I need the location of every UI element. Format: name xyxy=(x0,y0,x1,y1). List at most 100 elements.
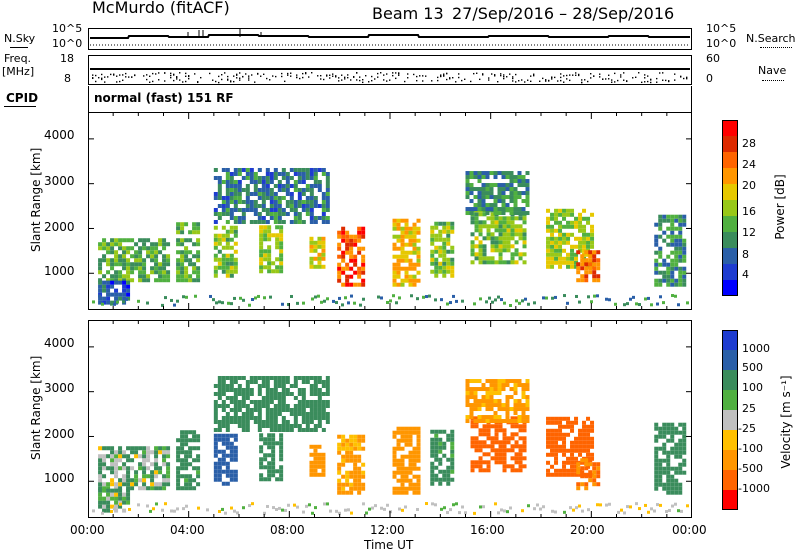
data-cell xyxy=(313,167,318,172)
data-cell xyxy=(122,454,127,459)
nave-dot xyxy=(119,74,121,76)
data-cell xyxy=(229,215,234,220)
data-cell xyxy=(446,241,451,246)
data-cell xyxy=(546,248,551,253)
data-cell xyxy=(416,482,421,487)
data-cell xyxy=(493,391,498,396)
data-cell xyxy=(279,237,284,242)
data-cell xyxy=(446,265,451,270)
data-cell xyxy=(485,203,490,208)
power-cbar-tick-20: 20 xyxy=(742,179,756,192)
data-cell xyxy=(521,175,526,180)
data-cell xyxy=(150,470,155,475)
data-cell xyxy=(582,424,587,429)
data-cell xyxy=(176,454,181,459)
data-cell xyxy=(578,440,583,445)
data-cell xyxy=(225,187,230,192)
data-cell xyxy=(279,473,284,478)
data-cell xyxy=(106,508,111,513)
nave-dot xyxy=(260,75,262,77)
data-cell xyxy=(497,419,502,424)
nave-dot xyxy=(446,72,448,75)
nave-dot xyxy=(284,80,286,83)
data-cell xyxy=(494,502,497,506)
data-cell xyxy=(497,295,500,299)
data-cell xyxy=(213,191,218,196)
data-cell xyxy=(550,464,555,469)
data-cell xyxy=(502,260,507,265)
data-cell xyxy=(233,433,238,438)
data-cell xyxy=(213,219,218,224)
data-cell xyxy=(353,234,358,239)
data-cell xyxy=(400,434,405,439)
data-cell xyxy=(221,481,226,486)
data-cell xyxy=(317,399,322,404)
data-cell xyxy=(217,473,222,478)
data-cell xyxy=(317,203,322,208)
nave-dot xyxy=(236,73,238,76)
data-cell xyxy=(494,448,499,453)
data-cell xyxy=(515,299,518,303)
data-cell xyxy=(305,419,310,424)
data-cell xyxy=(263,296,266,300)
data-cell xyxy=(434,237,439,242)
nave-dot xyxy=(659,72,661,74)
data-cell xyxy=(469,183,474,188)
nave-dot xyxy=(560,73,562,75)
data-cell xyxy=(412,474,417,479)
data-cell xyxy=(513,187,518,192)
data-cell xyxy=(245,411,250,416)
data-cell xyxy=(142,462,147,467)
data-cell xyxy=(130,246,135,251)
data-cell xyxy=(674,490,679,495)
data-cell xyxy=(259,233,264,238)
data-cell xyxy=(229,395,234,400)
data-cell xyxy=(237,191,242,196)
data-cell xyxy=(682,426,687,431)
data-cell xyxy=(485,395,490,400)
data-cell xyxy=(154,270,159,275)
data-cell xyxy=(509,379,514,384)
nave-dot xyxy=(395,77,397,80)
data-cell xyxy=(498,244,503,249)
data-cell xyxy=(469,411,474,416)
data-cell xyxy=(188,446,193,451)
data-cell xyxy=(666,426,671,431)
data-cell xyxy=(188,250,193,255)
data-cell xyxy=(263,477,268,482)
data-cell xyxy=(550,216,555,221)
data-cell xyxy=(510,244,515,249)
data-cell xyxy=(338,511,341,515)
nave-dot xyxy=(299,77,301,80)
data-cell xyxy=(353,242,358,247)
data-cell xyxy=(345,234,350,239)
data-cell xyxy=(337,450,342,455)
data-cell xyxy=(229,387,234,392)
data-cell xyxy=(654,282,659,287)
data-cell xyxy=(309,175,314,180)
data-cell xyxy=(434,245,439,250)
data-cell xyxy=(277,211,282,216)
data-cell xyxy=(465,187,470,192)
data-cell xyxy=(357,474,362,479)
data-cell xyxy=(485,300,488,304)
data-cell xyxy=(392,434,397,439)
data-cell xyxy=(473,391,478,396)
data-cell xyxy=(558,224,563,229)
data-cell xyxy=(279,445,284,450)
colorbar-frame xyxy=(722,330,738,510)
data-cell xyxy=(134,250,139,255)
data-cell xyxy=(265,175,270,180)
data-cell xyxy=(518,216,523,221)
data-cell xyxy=(442,253,447,258)
data-cell xyxy=(682,254,687,259)
data-cell xyxy=(596,262,601,267)
data-cell xyxy=(158,250,163,255)
data-cell xyxy=(285,423,290,428)
data-cell xyxy=(525,191,530,196)
data-cell xyxy=(473,403,478,408)
data-cell xyxy=(273,183,278,188)
nave-dot xyxy=(233,75,235,77)
data-cell xyxy=(546,472,551,477)
data-cell xyxy=(438,429,443,434)
